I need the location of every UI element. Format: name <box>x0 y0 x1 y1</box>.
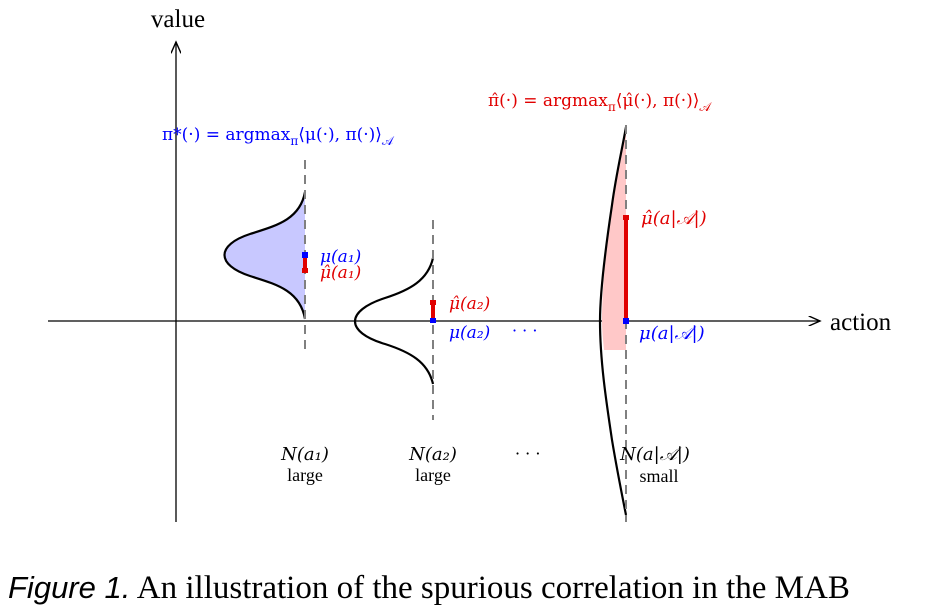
figure-caption: Figure 1. An illustration of the spuriou… <box>8 570 946 607</box>
size-label-a2: large <box>415 465 451 485</box>
mu-hat-label-a1: μ̂(a₁) <box>320 263 361 283</box>
mu-label-aA: μ(a|𝒜|) <box>639 323 705 344</box>
distribution-aA-curve <box>598 126 628 516</box>
distribution-aA-fill-lower <box>602 321 626 350</box>
n-label-a2: N(a₂) <box>408 444 457 465</box>
mu-hat-marker-a2 <box>430 300 436 305</box>
size-label-aA: small <box>640 466 679 486</box>
y-axis-label: value <box>151 6 205 33</box>
ellipsis-mid: · · · <box>512 321 537 340</box>
n-label-a1: N(a₁) <box>280 444 329 465</box>
ellipsis-bottom: · · · <box>515 444 540 463</box>
size-label-a1: large <box>287 465 323 485</box>
mu-hat-marker-a1 <box>302 268 308 273</box>
mu-marker-a2 <box>430 318 436 323</box>
mu-hat-label-aA: μ̂(a|𝒜|) <box>641 208 707 229</box>
x-axis-label: action <box>830 309 892 336</box>
mu-label-a1: μ(a₁) <box>320 247 361 267</box>
figure-label: Figure 1. <box>8 570 131 605</box>
distribution-a1-fill <box>224 192 305 319</box>
mu-label-a2: μ(a₂) <box>449 323 490 343</box>
mu-marker-aA <box>623 318 629 324</box>
mu-hat-marker-aA <box>623 215 629 220</box>
mu-hat-label-a2: μ̂(a₂) <box>449 294 490 314</box>
mu-marker-a1 <box>302 252 308 258</box>
distribution-aA-fill <box>602 127 626 321</box>
caption-text: An illustration of the spurious correlat… <box>130 570 850 606</box>
estimated-policy-formula: π̂(·) = argmaxπ⟨μ̂(·), π(·)⟩𝒜 <box>488 91 712 114</box>
distribution-a2-curve <box>354 257 435 385</box>
distribution-a1-curve <box>223 191 307 320</box>
true-policy-formula: π*(·) = argmaxπ⟨μ(·), π(·)⟩𝒜 <box>162 125 395 148</box>
n-label-aA: N(a|𝒜|) <box>619 444 690 465</box>
